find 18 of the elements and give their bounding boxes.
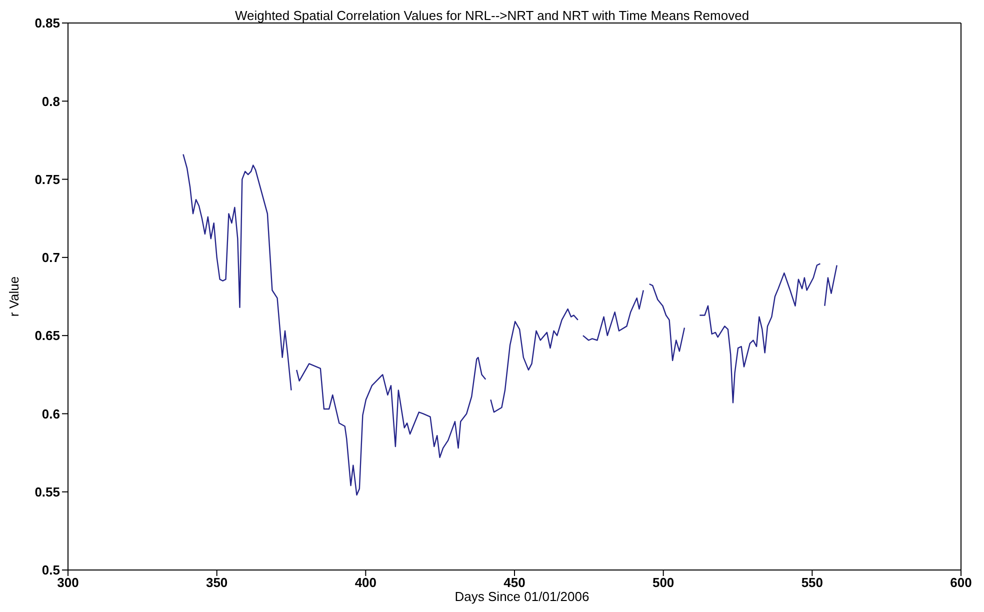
y-tick-label: 0.8 [42, 94, 60, 109]
x-tick-label: 300 [57, 575, 79, 590]
y-tick-label: 0.75 [34, 172, 60, 187]
x-tick-label: 500 [652, 575, 674, 590]
y-tick-label: 0.7 [42, 250, 60, 266]
x-tick-label: 600 [950, 575, 972, 590]
y-tick-label: 0.6 [42, 406, 60, 422]
x-tick-label: 450 [504, 575, 526, 590]
x-tick-label: 550 [801, 575, 824, 590]
chart-title: Weighted Spatial Correlation Values for NRL-->NRT and NRT with Time Means Removed [234, 8, 750, 23]
y-tick-label: 0.85 [34, 16, 60, 31]
y-tick-label: 0.55 [34, 484, 60, 500]
y-axis-title: r Value [6, 276, 22, 317]
x-axis-title: Days Since 01/01/2006 [454, 589, 590, 604]
x-tick-label: 350 [206, 575, 228, 590]
x-tick-label: 400 [354, 575, 377, 590]
y-tick-label: 0.65 [34, 328, 60, 344]
y-tick-label: 0.5 [42, 562, 60, 578]
